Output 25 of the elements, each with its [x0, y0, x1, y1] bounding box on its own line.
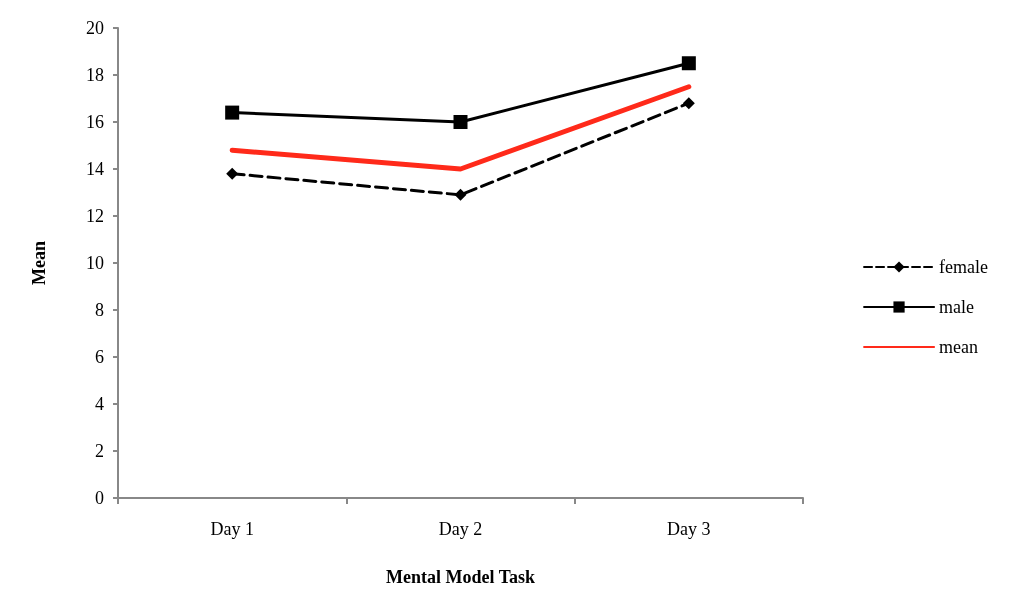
x-tick-label: Day 1 [210, 519, 254, 539]
point [226, 167, 239, 180]
point [681, 56, 696, 71]
x-tick-label: Day 2 [438, 519, 483, 539]
y-tick-label: 16 [86, 112, 104, 132]
legend-label: female [939, 257, 989, 277]
point [682, 97, 695, 110]
y-tick-label: 10 [86, 253, 104, 273]
point [454, 188, 467, 201]
y-tick-label: 18 [86, 65, 104, 85]
y-tick-label: 14 [86, 159, 104, 179]
point [453, 115, 468, 129]
legend-label: mean [939, 337, 979, 357]
y-tick-label: 0 [95, 488, 104, 508]
legend-label: male [939, 297, 975, 317]
x-tick-label: Day 3 [667, 519, 711, 539]
y-tick-label: 4 [95, 394, 104, 414]
y-tick-label: 20 [86, 18, 104, 38]
point [225, 105, 240, 120]
y-tick-label: 12 [86, 206, 104, 226]
x-axis-title: Mental Model Task [385, 567, 536, 587]
y-axis-title: Mean [29, 241, 49, 285]
y-tick-label: 8 [95, 300, 104, 320]
y-tick-label: 6 [95, 347, 104, 367]
y-tick-label: 2 [95, 441, 104, 461]
